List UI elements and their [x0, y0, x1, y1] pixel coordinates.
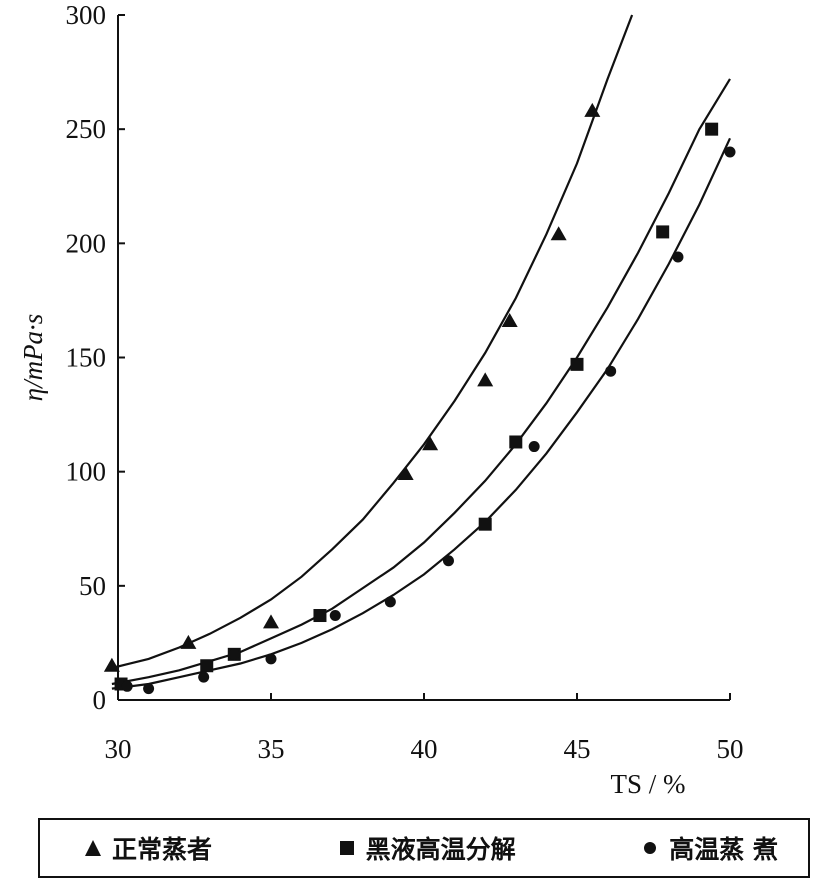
data-point-black-liquor-pyrolysis — [313, 609, 327, 623]
fit-curve-high-temp-cooking — [111, 137, 731, 690]
fit-curves — [111, 14, 731, 690]
data-point-black-liquor-pyrolysis — [705, 122, 719, 136]
data-point-high-temp-cooking — [198, 671, 210, 683]
data-point-black-liquor-pyrolysis — [200, 659, 214, 673]
data-point-normal-cooking — [180, 634, 197, 649]
data-point-high-temp-cooking — [228, 648, 240, 660]
data-point-black-liquor-pyrolysis — [509, 435, 523, 449]
x-tick-label: 30 — [105, 734, 132, 764]
x-axis-title: TS / % — [610, 769, 685, 799]
data-point-high-temp-cooking — [121, 680, 133, 692]
y-axis-title: η/mPa·s — [18, 314, 48, 402]
fit-curve-normal-cooking — [111, 14, 634, 670]
legend: 正常蒸者 黑液高温分解 高温蒸 煮 — [38, 818, 810, 878]
chart: 0 50 100 150 200 250 300 30 35 40 45 50 η/mPa·s TS … — [18, 0, 744, 799]
axis-ticks: 0 50 100 150 200 250 300 30 35 40 45 50 — [66, 0, 744, 764]
legend-item-black-liquor-pyrolysis: 黑液高温分解 — [338, 830, 516, 866]
data-markers — [103, 102, 736, 695]
y-tick-label: 50 — [79, 571, 106, 601]
y-tick-label: 250 — [66, 114, 107, 144]
square-marker-icon — [339, 841, 354, 855]
data-point-black-liquor-pyrolysis — [656, 225, 670, 239]
data-point-high-temp-cooking — [605, 365, 617, 377]
triangle-marker-icon — [85, 840, 101, 856]
legend-label: 正常蒸者 — [112, 835, 213, 864]
y-tick-label: 150 — [66, 343, 107, 373]
data-point-high-temp-cooking — [528, 441, 540, 453]
x-tick-label: 45 — [564, 734, 591, 764]
x-tick-label: 50 — [717, 734, 744, 764]
data-point-high-temp-cooking — [384, 596, 396, 608]
data-point-black-liquor-pyrolysis — [478, 517, 492, 531]
data-point-high-temp-cooking — [329, 610, 341, 622]
legend-label: 黑液高温分解 — [365, 835, 516, 864]
legend-label: 高温蒸 煮 — [669, 835, 778, 864]
data-point-normal-cooking — [501, 312, 518, 327]
fit-curve-black-liquor-pyrolysis — [111, 78, 731, 686]
data-point-high-temp-cooking — [265, 653, 277, 665]
legend-item-normal-cooking: 正常蒸者 — [84, 830, 212, 866]
plot-area: 0 50 100 150 200 250 300 30 35 40 45 50 — [66, 0, 744, 764]
y-tick-label: 100 — [66, 457, 107, 487]
legend-item-high-temp-cooking: 高温蒸 煮 — [641, 830, 778, 866]
y-tick-label: 300 — [66, 0, 107, 30]
data-point-normal-cooking — [103, 657, 120, 672]
data-point-normal-cooking — [397, 465, 414, 480]
data-point-high-temp-cooking — [442, 555, 454, 567]
data-point-normal-cooking — [422, 436, 439, 451]
data-point-high-temp-cooking — [724, 146, 736, 158]
x-tick-label: 40 — [411, 734, 438, 764]
data-point-normal-cooking — [477, 372, 494, 387]
data-point-high-temp-cooking — [672, 251, 684, 263]
circle-marker-icon — [644, 842, 657, 854]
y-tick-label: 0 — [93, 685, 107, 715]
data-point-normal-cooking — [584, 102, 601, 117]
y-tick-label: 200 — [66, 228, 107, 258]
data-point-normal-cooking — [263, 614, 279, 629]
x-tick-label: 35 — [258, 734, 285, 764]
data-point-high-temp-cooking — [143, 683, 155, 695]
data-point-normal-cooking — [550, 226, 567, 241]
data-point-black-liquor-pyrolysis — [570, 357, 584, 371]
